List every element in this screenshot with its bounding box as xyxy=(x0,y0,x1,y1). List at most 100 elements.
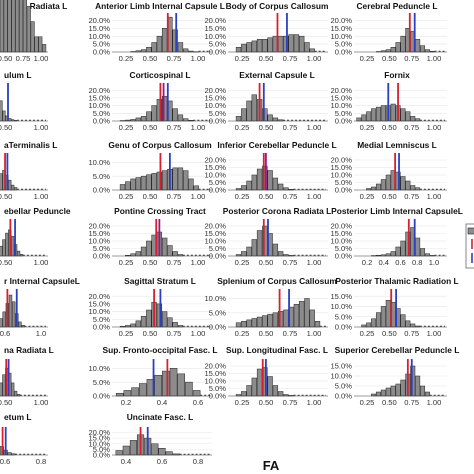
x-tick-label: 0.75 xyxy=(283,123,298,132)
histogram-bar xyxy=(375,106,381,122)
histogram-bar xyxy=(277,183,284,191)
histogram-panel: Fornix 0.0%5.0%10.0%15.0%20.0% 0.25 0.50 0.7… xyxy=(330,70,447,132)
y-tick-label: 5.0% xyxy=(209,109,227,118)
panel-title: ebellar Peduncle xyxy=(4,206,71,216)
histogram-bar xyxy=(129,440,137,456)
y-tick-label: 10.0% xyxy=(88,158,110,167)
histogram-bar xyxy=(267,37,273,53)
panel-title: orona Radiata L xyxy=(4,1,67,11)
y-tick-label: 5.0% xyxy=(335,178,353,187)
y-tick-label: 5.0% xyxy=(209,384,227,393)
y-tick-label: 20.0% xyxy=(330,222,352,231)
y-tick-label: 10.0% xyxy=(330,32,352,41)
y-tick-label: 0.0% xyxy=(209,392,227,401)
histogram-bar xyxy=(371,108,377,122)
x-tick-label: 0.75 xyxy=(283,54,298,63)
y-tick-label: 0.0% xyxy=(93,451,111,460)
x-tick-label: 1.0 xyxy=(36,329,47,338)
histogram-bar xyxy=(18,321,22,328)
panel-title: Anterior Limb Internal Capsule L xyxy=(95,1,225,11)
histogram-bar xyxy=(26,6,31,53)
histogram-bar xyxy=(424,49,430,53)
y-tick-label: 20.0% xyxy=(330,156,352,165)
histogram-bar xyxy=(140,49,147,53)
histogram-bar xyxy=(299,35,305,53)
x-tick-label: 0.75 xyxy=(283,329,298,338)
y-tick-label: 0.0% xyxy=(335,186,353,195)
y-tick-label: 15.0% xyxy=(330,93,352,102)
histogram-bar xyxy=(183,118,189,122)
x-tick-label: 0.8 xyxy=(36,457,47,466)
histogram-panel: Anterior Limb Internal Capsule L0.0%5.0%… xyxy=(88,1,224,63)
histogram-panel: etum L 0.6 0.8 xyxy=(0,412,48,466)
y-tick-label: 15.0% xyxy=(204,369,226,378)
histogram-bar xyxy=(2,374,6,397)
x-tick-label: 0.4 xyxy=(121,457,132,466)
x-tick-label: 0.25 xyxy=(235,54,250,63)
x-tick-label: 0.6 xyxy=(0,457,10,466)
panel-title: aTerminalis L xyxy=(4,140,57,150)
histogram-bar xyxy=(361,114,367,122)
histogram-bar xyxy=(361,324,367,328)
x-tick-label: 0.6 xyxy=(0,329,10,338)
histogram-bar xyxy=(246,246,252,257)
histogram-bar xyxy=(138,383,147,397)
histogram-bar xyxy=(251,40,257,53)
histogram-bar xyxy=(385,174,391,191)
y-tick-label: 0.0% xyxy=(335,48,353,57)
x-tick-label: 1.00 xyxy=(307,398,322,407)
histogram-bar xyxy=(0,0,4,53)
y-tick-label: 15.0% xyxy=(88,434,110,443)
histogram-bar xyxy=(272,117,279,122)
histogram-bar xyxy=(0,318,3,328)
y-tick-label: 20.0% xyxy=(88,428,110,437)
histogram-bar xyxy=(267,376,273,397)
histogram-bar xyxy=(277,35,284,53)
x-tick-label: 0.50 xyxy=(143,258,158,267)
x-tick-label: 0.75 xyxy=(404,398,419,407)
x-tick-label: 1.00 xyxy=(34,192,49,201)
histogram-bar xyxy=(130,253,136,257)
histogram-panel: Inferior Cerebellar Peduncle L 0.0%5.0%10… xyxy=(204,140,336,201)
y-tick-label: 0.0% xyxy=(335,392,353,401)
histogram-bar xyxy=(14,390,18,397)
x-tick-label: 1.00 xyxy=(307,123,322,132)
histogram-bar xyxy=(151,443,159,456)
y-tick-label: 15.0% xyxy=(204,163,226,172)
histogram-bar xyxy=(415,237,421,257)
panel-title: External Capsule L xyxy=(239,70,314,80)
histogram-bar xyxy=(415,39,421,53)
histogram-bar xyxy=(183,170,189,191)
x-tick-label: 0.50 xyxy=(0,54,12,63)
histogram-bar xyxy=(8,179,12,191)
x-tick-label: 0.75 xyxy=(283,192,298,201)
histogram-bar xyxy=(119,184,126,191)
histogram-bar xyxy=(135,177,141,191)
histogram-bar xyxy=(7,0,12,53)
panel-title: Splenium of Corpus Callosum xyxy=(217,276,337,286)
histogram-bar xyxy=(2,311,6,328)
x-tick-label: 0.50 xyxy=(382,192,397,201)
histogram-panel: na Radiata L 0.50 1.00 xyxy=(0,345,54,407)
histogram-bar xyxy=(246,319,252,328)
y-tick-label: 20.0% xyxy=(330,86,352,95)
y-tick-label: 0.0% xyxy=(209,323,227,332)
y-tick-label: 15.0% xyxy=(204,93,226,102)
panel-title: Sup. Fronto-occipital Fasc. L xyxy=(103,345,218,355)
histogram-bar xyxy=(146,240,152,257)
x-tick-label: 0.25 xyxy=(235,192,250,201)
histogram-bar xyxy=(161,311,168,328)
x-tick-label: 0.25 xyxy=(360,123,375,132)
y-tick-label: 0.0% xyxy=(93,392,111,401)
histogram-bar xyxy=(356,117,362,122)
panel-title: Cerebral Peduncle L xyxy=(357,1,438,11)
y-tick-label: 0.0% xyxy=(93,117,111,126)
panel-title: Fornix xyxy=(384,70,410,80)
histogram-bar xyxy=(2,239,6,257)
histogram-bar xyxy=(11,301,16,328)
histogram-bar xyxy=(241,185,247,191)
histogram-bar xyxy=(309,48,315,53)
y-tick-label: 5.0% xyxy=(209,178,227,187)
y-tick-label: 15.0% xyxy=(330,163,352,172)
histogram-bar xyxy=(400,108,406,122)
